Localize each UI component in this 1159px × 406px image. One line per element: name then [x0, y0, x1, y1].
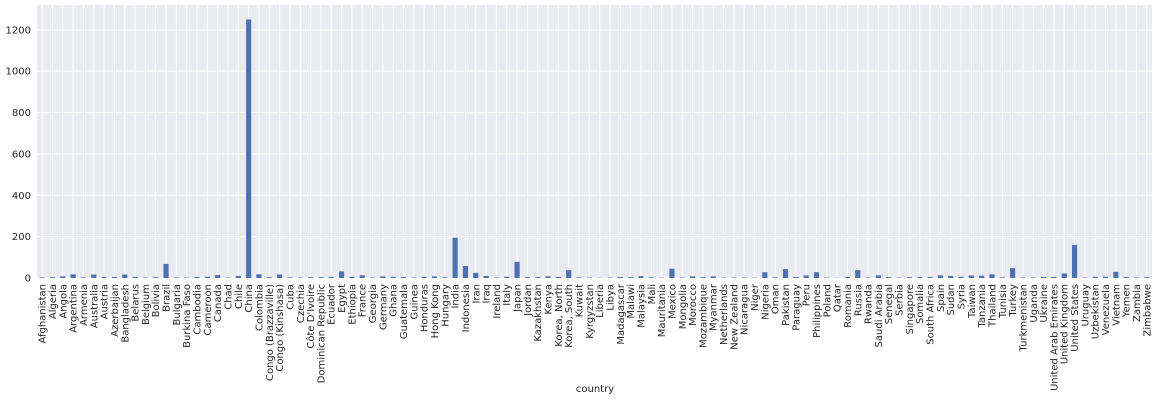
- bar: [122, 274, 127, 278]
- bar: [215, 275, 220, 278]
- bar: [1072, 245, 1077, 278]
- bar: [649, 277, 654, 278]
- y-tick-label: 200: [12, 232, 31, 243]
- bar: [773, 277, 778, 278]
- bar: [391, 277, 396, 278]
- bar: [958, 277, 963, 278]
- bar: [514, 262, 519, 278]
- bar: [380, 276, 385, 278]
- bar: [360, 275, 365, 278]
- bar: [845, 277, 850, 278]
- x-axis-label: country: [576, 384, 614, 395]
- bar: [71, 274, 76, 278]
- bar: [163, 264, 168, 278]
- bar: [349, 277, 354, 278]
- bar: [267, 277, 272, 278]
- bar: [576, 277, 581, 278]
- bar: [545, 276, 550, 278]
- x-tick-label: Zimbabwe: [1142, 284, 1153, 337]
- bar: [525, 277, 530, 278]
- bar: [1093, 277, 1098, 278]
- bar: [102, 277, 107, 278]
- bar: [112, 277, 117, 278]
- bar: [979, 276, 984, 278]
- y-tick-label: 400: [12, 191, 31, 202]
- bar: [669, 269, 674, 278]
- bar: [566, 270, 571, 278]
- bar: [690, 276, 695, 278]
- bar: [938, 275, 943, 278]
- bar: [556, 277, 561, 278]
- bar: [783, 269, 788, 278]
- bar: [339, 271, 344, 278]
- bar: [793, 277, 798, 278]
- y-tick-label: 1000: [6, 67, 31, 78]
- y-tick-label: 1200: [6, 25, 31, 36]
- y-tick-label: 800: [12, 108, 31, 119]
- bar: [329, 277, 334, 278]
- bar: [91, 274, 96, 278]
- bar: [256, 274, 261, 278]
- bar: [1124, 277, 1129, 278]
- bar: [132, 277, 137, 278]
- bar: [1144, 277, 1149, 278]
- bar: [927, 277, 932, 278]
- y-tick-label: 600: [12, 149, 31, 160]
- bar: [50, 277, 55, 278]
- bar: [886, 277, 891, 278]
- bar: [989, 274, 994, 278]
- bar: [463, 266, 468, 278]
- bar: [287, 277, 292, 278]
- bar: [762, 272, 767, 278]
- y-tick-label: 0: [25, 274, 31, 285]
- bar: [628, 277, 633, 278]
- bar: [401, 277, 406, 278]
- bar: [81, 277, 86, 278]
- bar: [205, 277, 210, 278]
- bar: [876, 275, 881, 278]
- bar: [711, 276, 716, 278]
- bar: [855, 270, 860, 278]
- bar: [194, 277, 199, 278]
- bar: [618, 277, 623, 278]
- bar: [907, 277, 912, 278]
- bar: [246, 19, 251, 278]
- bar: [1000, 277, 1005, 278]
- bar: [969, 276, 974, 278]
- bar: [1041, 277, 1046, 278]
- bar: [535, 277, 540, 278]
- bar: [1051, 277, 1056, 278]
- bar: [422, 277, 427, 278]
- bar: [1103, 277, 1108, 278]
- bar: [442, 277, 447, 278]
- bar: [804, 276, 809, 278]
- bar: [473, 273, 478, 278]
- bar: [153, 277, 158, 278]
- bar: [1062, 273, 1067, 278]
- bar: [484, 276, 489, 278]
- bar: [814, 272, 819, 278]
- bar: [453, 238, 458, 278]
- bar: [318, 277, 323, 278]
- bar: [700, 277, 705, 278]
- bar: [432, 276, 437, 278]
- bar: [638, 276, 643, 278]
- bar: [236, 276, 241, 278]
- bar: [917, 277, 922, 278]
- bar: [1010, 268, 1015, 278]
- bar: [308, 277, 313, 278]
- bar: [948, 276, 953, 278]
- x-tick-label: Côte D'Ivoire: [305, 284, 317, 349]
- bar: [60, 276, 65, 278]
- bar: [277, 274, 282, 278]
- bar: [40, 277, 45, 278]
- bar: [1113, 272, 1118, 278]
- bar: [504, 277, 509, 278]
